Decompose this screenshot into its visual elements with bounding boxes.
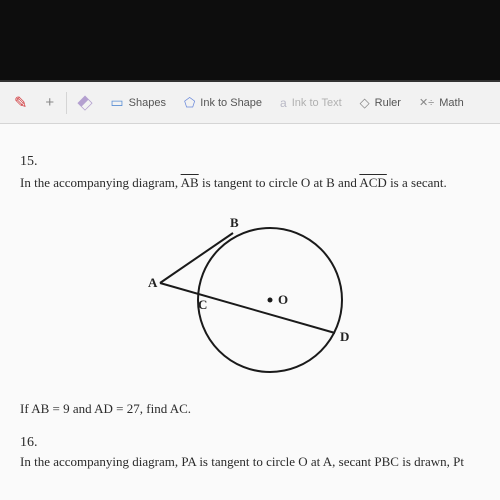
question-16-number: 16. [20, 435, 480, 451]
q15-ad-val: 27 [127, 401, 140, 416]
question-15-number: 15. [20, 154, 480, 170]
math-tool[interactable]: ✕÷ Math [411, 92, 472, 113]
math-icon: ✕÷ [419, 96, 434, 109]
q15-bottom-mid: and AD = [70, 401, 127, 416]
q15-suffix: is a secant. [387, 175, 447, 190]
secant-acd [160, 283, 335, 333]
ink-to-text-tool[interactable]: a Ink to Text [272, 92, 350, 114]
q15-bottom-suffix: , find AC. [140, 401, 191, 416]
question-16-text: In the accompanying diagram, PA is tange… [20, 454, 480, 470]
tangent-ab [160, 233, 233, 283]
ink-to-shape-tool[interactable]: ⬠ Ink to Shape [176, 91, 270, 115]
q15-seg-acd: ACD [359, 175, 386, 190]
q15-prefix: In the accompanying diagram, [20, 175, 181, 190]
center-dot [268, 297, 273, 302]
shapes-label: Shapes [129, 97, 166, 109]
document-content: 15. In the accompanying diagram, AB is t… [0, 124, 500, 500]
shapes-icon: ▭ [110, 94, 123, 111]
ink-to-shape-label: Ink to Shape [200, 97, 262, 109]
ink-to-shape-icon: ⬠ [184, 95, 195, 111]
q15-seg-ab: AB [181, 175, 199, 190]
ink-to-text-icon: a [280, 96, 287, 110]
tablet-viewport: ✎ + ◧ ▭ Shapes ⬠ Ink to Shape a Ink to T… [0, 0, 500, 500]
pen-icon: ✎ [14, 93, 27, 113]
ruler-icon: ◇ [360, 95, 370, 111]
label-d: D [340, 329, 349, 344]
separator [66, 92, 67, 114]
q15-bottom-prefix: If AB = [20, 401, 63, 416]
ruler-label: Ruler [375, 97, 401, 109]
camera-bezel [0, 0, 500, 82]
label-b: B [230, 215, 239, 230]
add-pen-button[interactable]: + [37, 90, 62, 115]
question-15-text: In the accompanying diagram, AB is tange… [20, 173, 480, 193]
plus-icon: + [45, 94, 54, 111]
label-a: A [148, 275, 158, 290]
math-label: Math [439, 97, 463, 109]
shapes-tool[interactable]: ▭ Shapes [102, 90, 174, 115]
question-15-values: If AB = 9 and AD = 27, find AC. [20, 401, 480, 417]
drawing-toolbar: ✎ + ◧ ▭ Shapes ⬠ Ink to Shape a Ink to T… [0, 82, 500, 124]
q15-mid: is tangent to circle O at B and [199, 175, 360, 190]
diagram-svg: B A C O D [130, 205, 370, 385]
eraser-tool[interactable]: ◧ [71, 90, 100, 115]
pen-tool[interactable]: ✎ [6, 89, 35, 117]
circle-diagram: B A C O D [20, 205, 480, 385]
ruler-tool[interactable]: ◇ Ruler [352, 91, 409, 115]
label-c: C [198, 297, 207, 312]
ink-to-text-label: Ink to Text [292, 97, 342, 109]
label-o: O [278, 292, 288, 307]
eraser-icon: ◧ [75, 92, 96, 113]
